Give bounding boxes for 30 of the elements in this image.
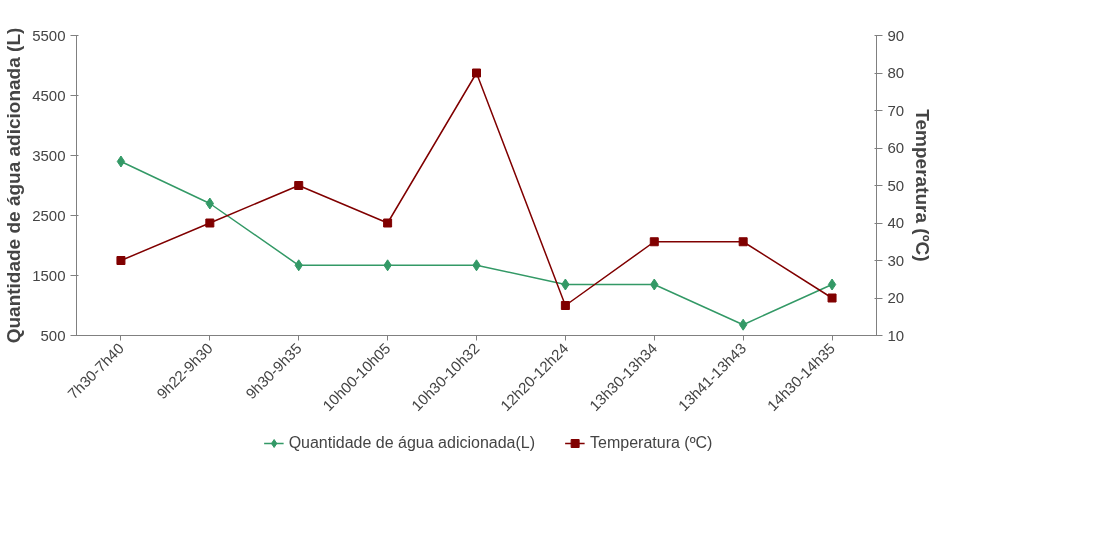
point xyxy=(116,155,126,168)
y2-tick-label: 70 xyxy=(887,101,905,119)
y2-tick-label: 30 xyxy=(887,251,905,269)
point xyxy=(560,301,570,310)
point xyxy=(294,181,304,190)
legend-label: Quantidade de água adicionada(L) xyxy=(288,434,536,452)
point xyxy=(472,68,481,78)
y-tick-label: 500 xyxy=(40,326,66,344)
legend-label: Temperatura (ºC) xyxy=(590,434,713,452)
y2-axis-title: Temperatura (ºC) xyxy=(912,109,934,262)
y-tick-label: 3500 xyxy=(32,146,66,164)
y2-tick-label: 20 xyxy=(887,289,905,306)
point xyxy=(827,293,837,303)
y-tick-label: 4500 xyxy=(32,86,66,104)
y2-tick-label: 60 xyxy=(887,139,905,156)
point xyxy=(649,237,659,247)
y2-tick-label: 10 xyxy=(887,326,905,344)
y2-tick-label: 50 xyxy=(887,176,905,194)
y-tick-label: 1500 xyxy=(32,266,66,284)
y-tick-label: 5500 xyxy=(32,26,66,44)
y-axis-title: Quantidade de água adicionada (L) xyxy=(3,27,25,344)
y2-tick-label: 90 xyxy=(887,26,905,44)
y2-tick-label: 40 xyxy=(887,214,905,231)
point xyxy=(827,278,837,291)
point xyxy=(116,256,126,265)
y2-tick-label: 80 xyxy=(887,64,905,81)
point xyxy=(205,218,215,228)
y-tick-label: 2500 xyxy=(32,206,66,224)
point xyxy=(738,237,748,247)
point xyxy=(383,218,393,228)
